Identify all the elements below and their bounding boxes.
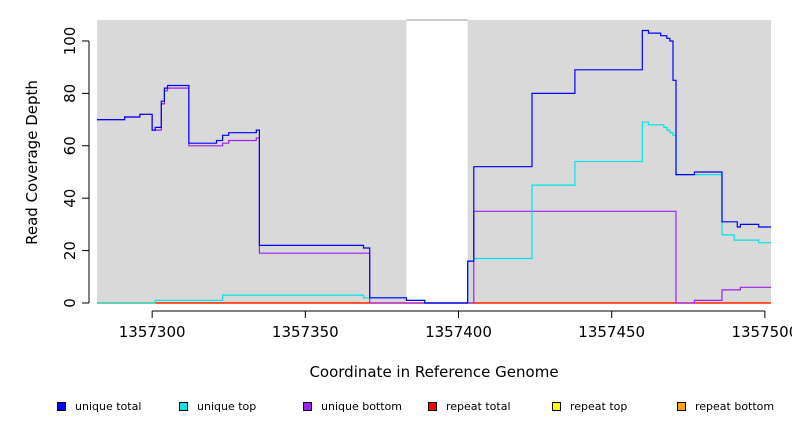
coverage-chart: 0 20 40 60 80 100 1357300 1357350 1357400 135745… — [23, 19, 792, 381]
plot-background-left — [97, 20, 407, 303]
series-layer — [97, 29, 771, 304]
y-tick-label: 80 — [61, 84, 79, 103]
x-tick-label: 1357500 — [731, 323, 792, 341]
legend-item-unique-bottom: unique bottom — [303, 400, 402, 413]
legend-swatch — [552, 402, 561, 411]
legend-swatch — [179, 402, 188, 411]
y-axis: 0 20 40 60 80 100 — [61, 27, 90, 308]
legend: unique total unique top unique bottom repea… — [0, 400, 792, 420]
y-axis-title: Read Coverage Depth — [23, 80, 41, 245]
y-tick-label: 60 — [61, 136, 79, 155]
legend-swatch — [303, 402, 312, 411]
legend-swatch — [677, 402, 686, 411]
legend-label: unique bottom — [321, 400, 403, 413]
x-tick-label: 1357400 — [425, 323, 492, 341]
x-axis-title: Coordinate in Reference Genome — [309, 363, 558, 381]
legend-label: repeat total — [446, 400, 511, 413]
legend-item-repeat-total: repeat total — [428, 400, 511, 413]
legend-label: unique total — [75, 400, 142, 413]
legend-item-unique-top: unique top — [179, 400, 256, 413]
legend-item-repeat-top: repeat top — [552, 400, 627, 413]
y-tick-label: 0 — [61, 298, 79, 308]
legend-label: repeat bottom — [695, 400, 775, 413]
y-tick-label: 20 — [61, 241, 79, 260]
x-tick-label: 1357300 — [119, 323, 186, 341]
legend-label: unique top — [197, 400, 257, 413]
y-tick-label: 100 — [61, 27, 79, 56]
series-line-unique-total — [97, 29, 771, 304]
y-tick-label: 40 — [61, 189, 79, 208]
legend-label: repeat top — [570, 400, 628, 413]
x-axis: 1357300 1357350 1357400 1357450 1357500 — [119, 310, 792, 341]
legend-item-unique-total: unique total — [57, 400, 141, 413]
legend-swatch — [57, 402, 66, 411]
legend-swatch — [428, 402, 437, 411]
x-tick-label: 1357350 — [272, 323, 339, 341]
x-tick-label: 1357450 — [578, 323, 645, 341]
legend-item-repeat-bottom: repeat bottom — [677, 400, 774, 413]
